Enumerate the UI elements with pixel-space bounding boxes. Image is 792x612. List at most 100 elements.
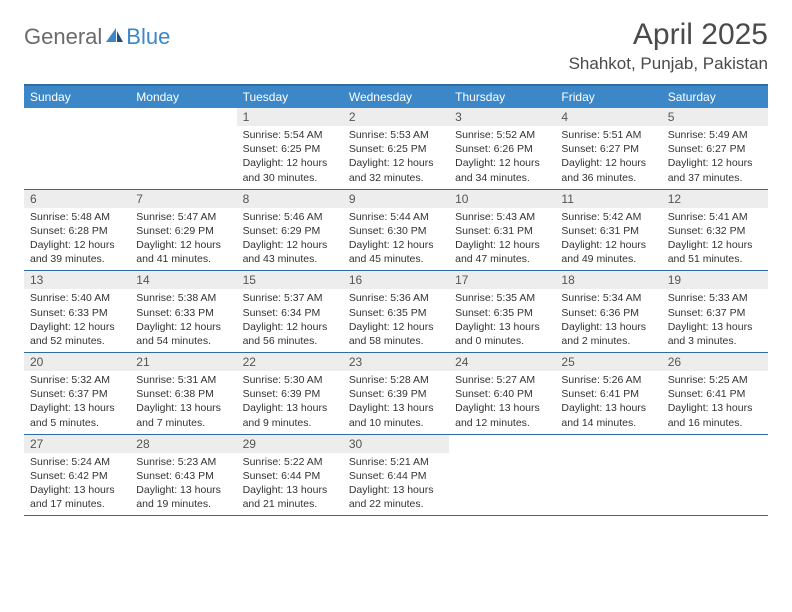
sunset-text: Sunset: 6:35 PM [349,306,443,320]
daylight-text: Daylight: 13 hours and 3 minutes. [668,320,762,348]
calendar-cell: 28Sunrise: 5:23 AMSunset: 6:43 PMDayligh… [130,435,236,516]
sunset-text: Sunset: 6:36 PM [561,306,655,320]
sunrise-text: Sunrise: 5:42 AM [561,210,655,224]
cell-body: Sunrise: 5:54 AMSunset: 6:25 PMDaylight:… [237,126,343,189]
cell-body: Sunrise: 5:47 AMSunset: 6:29 PMDaylight:… [130,208,236,271]
sunset-text: Sunset: 6:37 PM [30,387,124,401]
cell-body: Sunrise: 5:52 AMSunset: 6:26 PMDaylight:… [449,126,555,189]
daylight-text: Daylight: 13 hours and 10 minutes. [349,401,443,429]
calendar-cell: 5Sunrise: 5:49 AMSunset: 6:27 PMDaylight… [662,108,768,189]
sunrise-text: Sunrise: 5:49 AM [668,128,762,142]
calendar-cell: 3Sunrise: 5:52 AMSunset: 6:26 PMDaylight… [449,108,555,189]
calendar-cell: 17Sunrise: 5:35 AMSunset: 6:35 PMDayligh… [449,271,555,352]
calendar-cell: 9Sunrise: 5:44 AMSunset: 6:30 PMDaylight… [343,190,449,271]
sunset-text: Sunset: 6:29 PM [243,224,337,238]
calendar-page: General Blue April 2025 Shahkot, Punjab,… [0,0,792,534]
day-header-thursday: Thursday [449,86,555,108]
week-row: 1Sunrise: 5:54 AMSunset: 6:25 PMDaylight… [24,108,768,190]
sunset-text: Sunset: 6:33 PM [30,306,124,320]
cell-body: Sunrise: 5:46 AMSunset: 6:29 PMDaylight:… [237,208,343,271]
calendar-cell-empty [662,435,768,516]
calendar-grid: SundayMondayTuesdayWednesdayThursdayFrid… [24,84,768,516]
day-number: 19 [662,271,768,289]
cell-body: Sunrise: 5:48 AMSunset: 6:28 PMDaylight:… [24,208,130,271]
sunrise-text: Sunrise: 5:35 AM [455,291,549,305]
cell-body: Sunrise: 5:26 AMSunset: 6:41 PMDaylight:… [555,371,661,434]
sunrise-text: Sunrise: 5:33 AM [668,291,762,305]
day-header-wednesday: Wednesday [343,86,449,108]
week-row: 6Sunrise: 5:48 AMSunset: 6:28 PMDaylight… [24,190,768,272]
daylight-text: Daylight: 12 hours and 36 minutes. [561,156,655,184]
sunset-text: Sunset: 6:25 PM [349,142,443,156]
day-number: 23 [343,353,449,371]
daylight-text: Daylight: 13 hours and 14 minutes. [561,401,655,429]
day-number: 25 [555,353,661,371]
cell-body: Sunrise: 5:42 AMSunset: 6:31 PMDaylight:… [555,208,661,271]
sunset-text: Sunset: 6:44 PM [349,469,443,483]
day-number: 1 [237,108,343,126]
daylight-text: Daylight: 13 hours and 21 minutes. [243,483,337,511]
cell-body: Sunrise: 5:28 AMSunset: 6:39 PMDaylight:… [343,371,449,434]
sunrise-text: Sunrise: 5:40 AM [30,291,124,305]
sunrise-text: Sunrise: 5:48 AM [30,210,124,224]
day-number: 17 [449,271,555,289]
day-number: 27 [24,435,130,453]
cell-body: Sunrise: 5:44 AMSunset: 6:30 PMDaylight:… [343,208,449,271]
calendar-cell: 24Sunrise: 5:27 AMSunset: 6:40 PMDayligh… [449,353,555,434]
day-number: 3 [449,108,555,126]
daylight-text: Daylight: 13 hours and 2 minutes. [561,320,655,348]
cell-body: Sunrise: 5:53 AMSunset: 6:25 PMDaylight:… [343,126,449,189]
daylight-text: Daylight: 12 hours and 56 minutes. [243,320,337,348]
cell-body: Sunrise: 5:35 AMSunset: 6:35 PMDaylight:… [449,289,555,352]
cell-body: Sunrise: 5:30 AMSunset: 6:39 PMDaylight:… [237,371,343,434]
calendar-cell: 12Sunrise: 5:41 AMSunset: 6:32 PMDayligh… [662,190,768,271]
daylight-text: Daylight: 12 hours and 49 minutes. [561,238,655,266]
day-number: 15 [237,271,343,289]
cell-body: Sunrise: 5:31 AMSunset: 6:38 PMDaylight:… [130,371,236,434]
sunrise-text: Sunrise: 5:54 AM [243,128,337,142]
day-number: 28 [130,435,236,453]
sunset-text: Sunset: 6:35 PM [455,306,549,320]
cell-body: Sunrise: 5:34 AMSunset: 6:36 PMDaylight:… [555,289,661,352]
day-number: 11 [555,190,661,208]
calendar-cell: 26Sunrise: 5:25 AMSunset: 6:41 PMDayligh… [662,353,768,434]
sunset-text: Sunset: 6:40 PM [455,387,549,401]
sunset-text: Sunset: 6:41 PM [561,387,655,401]
cell-body: Sunrise: 5:36 AMSunset: 6:35 PMDaylight:… [343,289,449,352]
logo-sail-icon [106,28,124,49]
sunset-text: Sunset: 6:32 PM [668,224,762,238]
cell-body: Sunrise: 5:32 AMSunset: 6:37 PMDaylight:… [24,371,130,434]
weeks-container: 1Sunrise: 5:54 AMSunset: 6:25 PMDaylight… [24,108,768,516]
daylight-text: Daylight: 12 hours and 39 minutes. [30,238,124,266]
page-header: General Blue April 2025 Shahkot, Punjab,… [24,18,768,74]
sunrise-text: Sunrise: 5:44 AM [349,210,443,224]
calendar-cell: 16Sunrise: 5:36 AMSunset: 6:35 PMDayligh… [343,271,449,352]
sunset-text: Sunset: 6:39 PM [243,387,337,401]
calendar-cell: 25Sunrise: 5:26 AMSunset: 6:41 PMDayligh… [555,353,661,434]
title-block: April 2025 Shahkot, Punjab, Pakistan [569,18,768,74]
calendar-cell: 19Sunrise: 5:33 AMSunset: 6:37 PMDayligh… [662,271,768,352]
cell-body: Sunrise: 5:41 AMSunset: 6:32 PMDaylight:… [662,208,768,271]
sunrise-text: Sunrise: 5:41 AM [668,210,762,224]
sunrise-text: Sunrise: 5:21 AM [349,455,443,469]
calendar-cell: 2Sunrise: 5:53 AMSunset: 6:25 PMDaylight… [343,108,449,189]
sunset-text: Sunset: 6:27 PM [668,142,762,156]
cell-body: Sunrise: 5:51 AMSunset: 6:27 PMDaylight:… [555,126,661,189]
daylight-text: Daylight: 12 hours and 54 minutes. [136,320,230,348]
daylight-text: Daylight: 13 hours and 16 minutes. [668,401,762,429]
day-number: 22 [237,353,343,371]
sunrise-text: Sunrise: 5:37 AM [243,291,337,305]
cell-body: Sunrise: 5:22 AMSunset: 6:44 PMDaylight:… [237,453,343,516]
cell-body: Sunrise: 5:27 AMSunset: 6:40 PMDaylight:… [449,371,555,434]
sunset-text: Sunset: 6:34 PM [243,306,337,320]
daylight-text: Daylight: 12 hours and 51 minutes. [668,238,762,266]
sunset-text: Sunset: 6:41 PM [668,387,762,401]
cell-body: Sunrise: 5:23 AMSunset: 6:43 PMDaylight:… [130,453,236,516]
calendar-cell: 29Sunrise: 5:22 AMSunset: 6:44 PMDayligh… [237,435,343,516]
calendar-cell: 18Sunrise: 5:34 AMSunset: 6:36 PMDayligh… [555,271,661,352]
sunset-text: Sunset: 6:39 PM [349,387,443,401]
calendar-cell: 27Sunrise: 5:24 AMSunset: 6:42 PMDayligh… [24,435,130,516]
sunset-text: Sunset: 6:31 PM [455,224,549,238]
sunset-text: Sunset: 6:26 PM [455,142,549,156]
daylight-text: Daylight: 12 hours and 58 minutes. [349,320,443,348]
